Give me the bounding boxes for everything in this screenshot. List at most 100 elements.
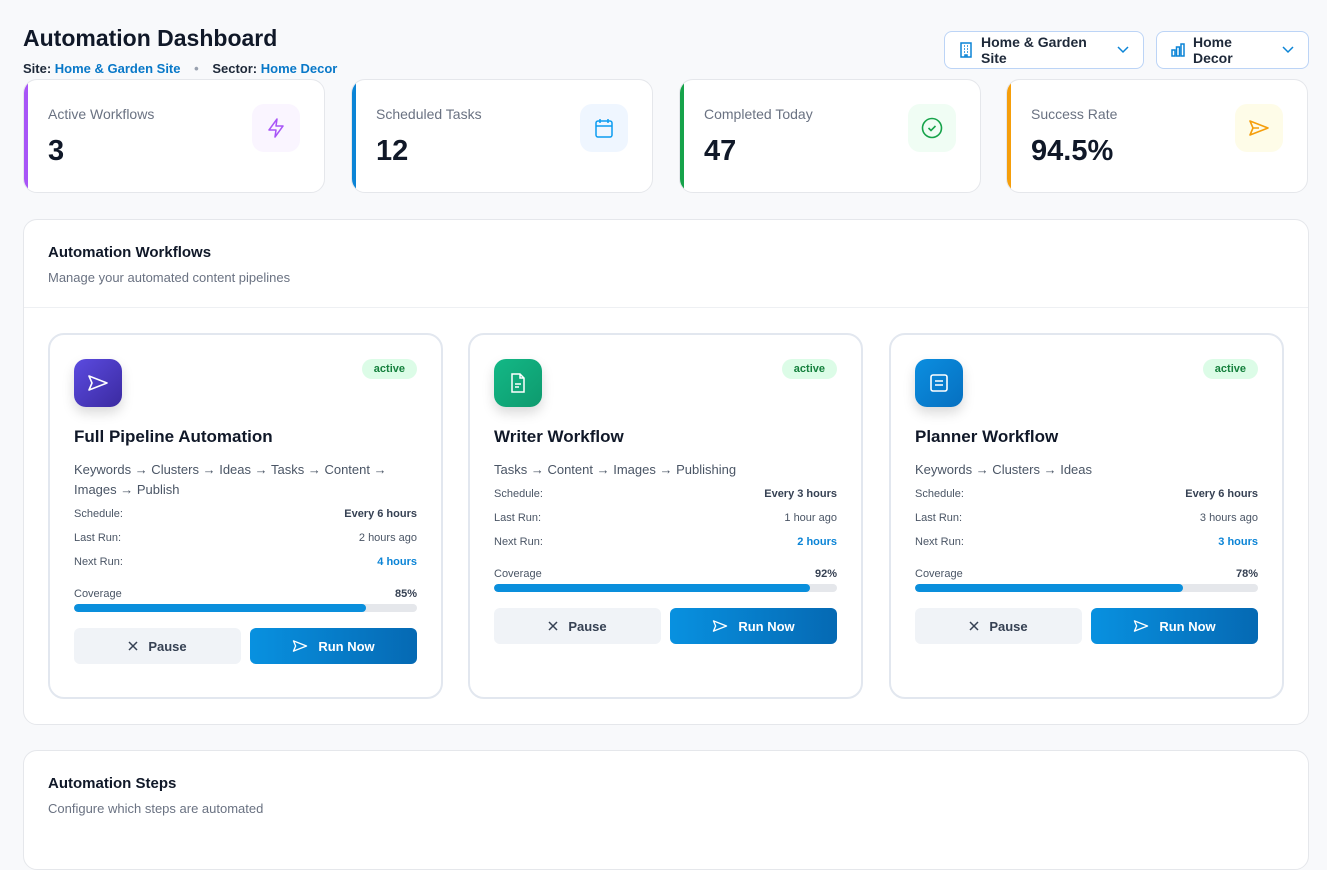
file-text-icon <box>494 359 542 407</box>
coverage-value: 78% <box>1235 568 1258 580</box>
stat-value: 12 <box>376 135 409 167</box>
context-line: Site: Home & Garden Site • Sector: Home … <box>23 61 337 76</box>
sector-label: Sector: <box>212 61 258 76</box>
stat-label: Success Rate <box>1031 106 1118 122</box>
close-icon <box>969 621 979 631</box>
run-now-label: Run Now <box>738 618 795 634</box>
coverage-label: Coverage <box>494 568 542 580</box>
stat-value: 47 <box>704 135 737 167</box>
panel-subtitle: Configure which steps are automated <box>48 801 264 816</box>
close-icon <box>128 641 138 651</box>
send-icon <box>1134 620 1149 632</box>
stat-card-completed-today: Completed Today 47 <box>679 79 981 193</box>
run-now-button[interactable]: Run Now <box>250 628 417 664</box>
last-run-value: 2 hours ago <box>358 532 417 544</box>
site-value: Home & Garden Site <box>54 61 181 76</box>
status-badge: active <box>361 359 417 379</box>
next-run-row: Next Run: 3 hours <box>915 536 1258 552</box>
next-run-label: Next Run: <box>915 536 964 548</box>
panel-title: Automation Workflows <box>48 244 212 261</box>
schedule-value: Every 3 hours <box>764 488 837 500</box>
coverage-row: Coverage 85% <box>74 588 417 600</box>
sector-value: Home Decor <box>260 61 338 76</box>
coverage-row: Coverage 92% <box>494 568 837 580</box>
stat-label: Scheduled Tasks <box>376 106 482 122</box>
coverage-value: 92% <box>814 568 837 580</box>
pause-label: Pause <box>148 638 187 654</box>
stat-label: Completed Today <box>704 106 813 122</box>
site-label: Site: <box>23 61 52 76</box>
check-circle-icon <box>908 104 956 152</box>
coverage-row: Coverage 78% <box>915 568 1258 580</box>
schedule-label: Schedule: <box>74 508 123 520</box>
next-run-value: 4 hours <box>377 556 417 568</box>
schedule-row: Schedule: Every 3 hours <box>494 488 837 504</box>
status-badge: active <box>1202 359 1258 379</box>
close-icon <box>548 621 558 631</box>
coverage-progress-fill <box>74 604 366 612</box>
stat-label: Active Workflows <box>48 106 155 122</box>
run-now-button[interactable]: Run Now <box>670 608 837 644</box>
site-selector-value: Home & Garden Site <box>981 34 1087 66</box>
last-run-row: Last Run: 3 hours ago <box>915 512 1258 528</box>
panel-title: Automation Steps <box>48 775 177 792</box>
send-icon <box>293 640 308 652</box>
run-now-label: Run Now <box>1159 618 1216 634</box>
coverage-progress-bar <box>74 604 417 612</box>
last-run-label: Last Run: <box>915 512 963 524</box>
coverage-value: 85% <box>394 588 417 600</box>
coverage-progress-fill <box>494 584 810 592</box>
coverage-progress-fill <box>915 584 1183 592</box>
last-run-row: Last Run: 2 hours ago <box>74 532 417 548</box>
next-run-value: 3 hours <box>1218 536 1258 548</box>
schedule-label: Schedule: <box>915 488 964 500</box>
next-run-label: Next Run: <box>494 536 543 548</box>
list-icon <box>915 359 963 407</box>
stat-value: 94.5% <box>1031 135 1114 167</box>
automation-steps-panel: Automation Steps Configure which steps a… <box>23 750 1309 870</box>
pause-button[interactable]: Pause <box>494 608 661 644</box>
calendar-icon <box>580 104 628 152</box>
pause-button[interactable]: Pause <box>74 628 241 664</box>
page-title: Automation Dashboard <box>23 25 278 51</box>
coverage-progress-bar <box>494 584 837 592</box>
stat-card-scheduled-tasks: Scheduled Tasks 12 <box>351 79 653 193</box>
workflow-title: Writer Workflow <box>494 427 624 446</box>
workflow-card: active Writer Workflow Tasks → Content →… <box>468 333 863 699</box>
workflow-flow: Tasks → Content → Images → Publishing <box>494 462 737 477</box>
stat-value: 3 <box>48 135 65 167</box>
workflow-title: Full Pipeline Automation <box>74 427 273 446</box>
workflow-flow: Keywords → Clusters → Ideas → Tasks → Co… <box>74 462 387 497</box>
bar-chart-icon <box>1171 43 1185 57</box>
workflow-flow: Keywords → Clusters → Ideas <box>915 462 1093 477</box>
last-run-label: Last Run: <box>494 512 542 524</box>
site-selector[interactable]: Home & Garden Site <box>944 31 1144 69</box>
panel-subtitle: Manage your automated content pipelines <box>48 270 291 285</box>
status-badge: active <box>781 359 837 379</box>
coverage-progress-bar <box>915 584 1258 592</box>
coverage-label: Coverage <box>915 568 963 580</box>
send-icon <box>74 359 122 407</box>
pause-button[interactable]: Pause <box>915 608 1082 644</box>
chevron-down-icon <box>1117 46 1129 54</box>
sector-selector[interactable]: Home Decor <box>1156 31 1309 69</box>
last-run-value: 3 hours ago <box>1199 512 1258 524</box>
next-run-row: Next Run: 2 hours <box>494 536 837 552</box>
last-run-row: Last Run: 1 hour ago <box>494 512 837 528</box>
last-run-label: Last Run: <box>74 532 122 544</box>
pause-label: Pause <box>989 618 1028 634</box>
schedule-label: Schedule: <box>494 488 543 500</box>
sector-selector-value: Home Decor <box>1193 34 1233 66</box>
next-run-row: Next Run: 4 hours <box>74 556 417 572</box>
send-icon <box>1235 104 1283 152</box>
stat-card-active-workflows: Active Workflows 3 <box>23 79 325 193</box>
chevron-down-icon <box>1282 46 1294 54</box>
run-now-label: Run Now <box>318 638 375 654</box>
separator: • <box>194 61 199 76</box>
bolt-icon <box>252 104 300 152</box>
building-icon <box>960 42 972 58</box>
coverage-label: Coverage <box>74 588 122 600</box>
workflow-card: active Full Pipeline Automation Keywords… <box>48 333 443 699</box>
run-now-button[interactable]: Run Now <box>1091 608 1258 644</box>
next-run-label: Next Run: <box>74 556 123 568</box>
